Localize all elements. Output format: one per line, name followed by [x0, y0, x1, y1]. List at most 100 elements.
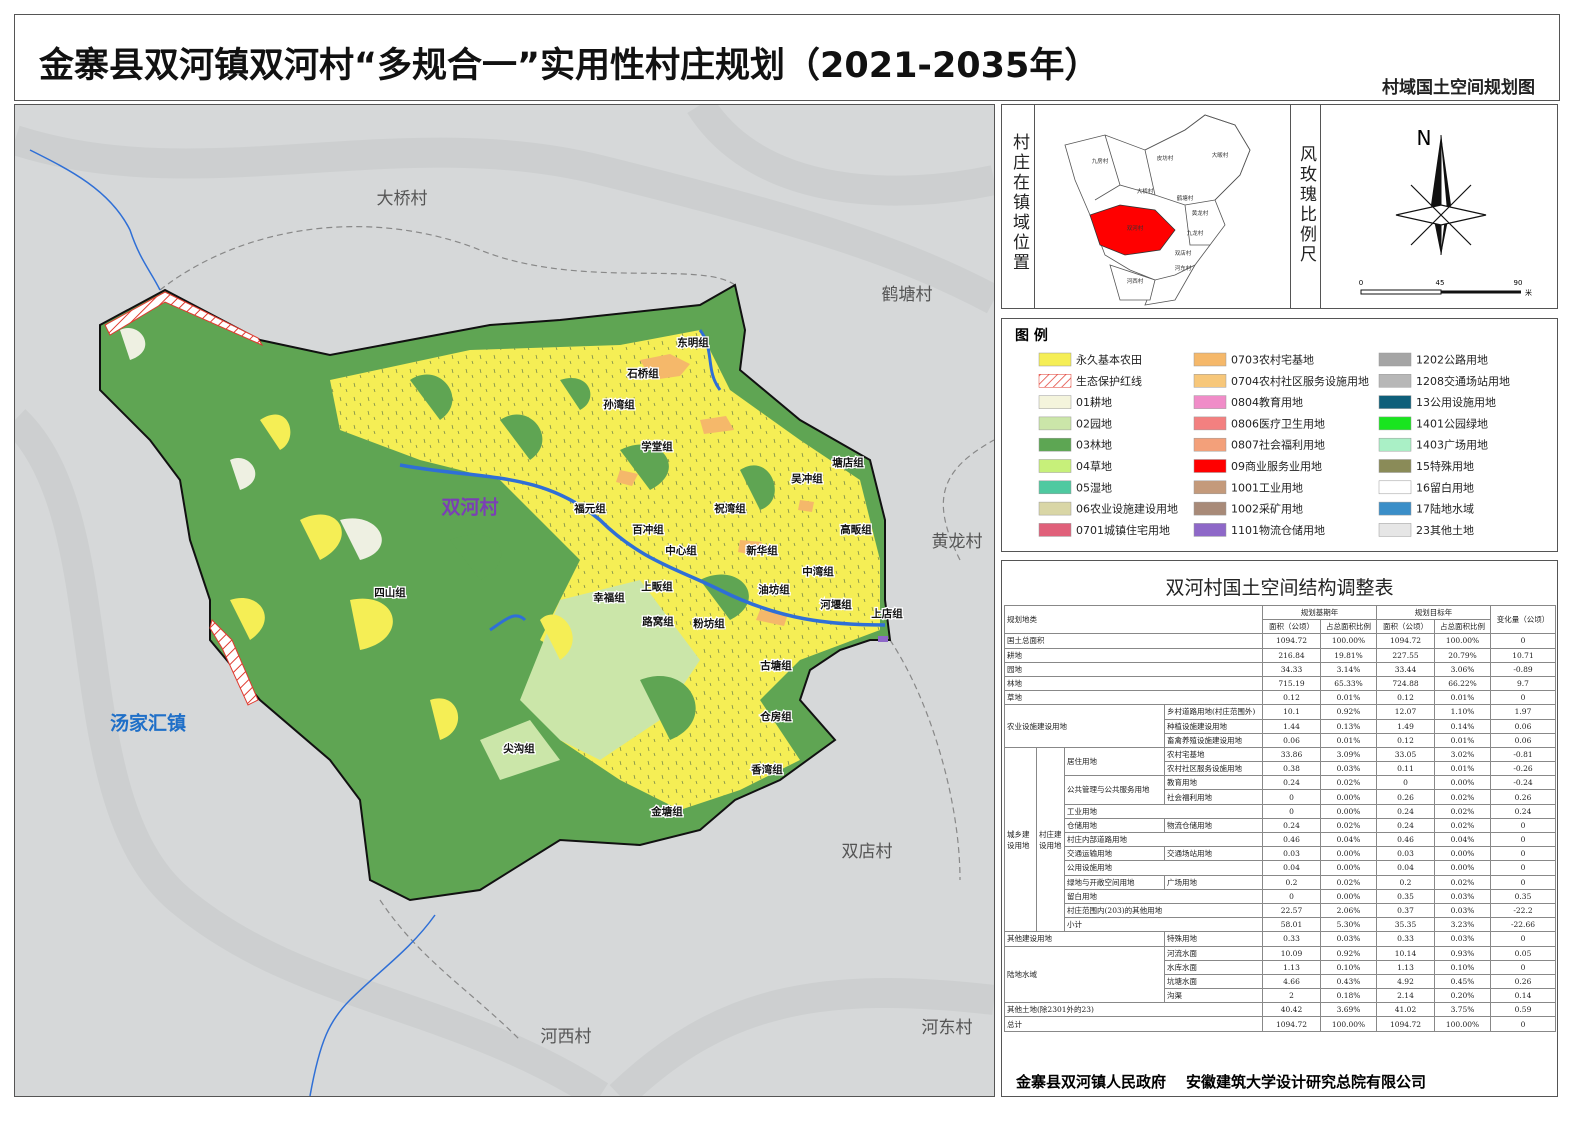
value-cell: 0.02% — [1320, 775, 1377, 791]
table-row: 种植设施建设用地 1.44 0.13% 1.49 0.14% 0.06 — [1005, 718, 1556, 734]
category-cell: 水库水面 — [1164, 959, 1263, 975]
header: 金寨县双河镇双河村“多规合一”实用性村庄规划（2021-2035年） 村域国土空… — [14, 14, 1560, 101]
category-cell: 总计 — [1004, 1016, 1263, 1032]
legend-label: 生态保护红线 — [1076, 374, 1142, 388]
value-cell: 34.33 — [1262, 661, 1321, 677]
category-cell: 社会福利用地 — [1164, 789, 1263, 805]
category-cell: 教育用地 — [1164, 775, 1263, 791]
value-cell: 0.01% — [1434, 761, 1491, 777]
value-cell: 0.00% — [1434, 860, 1491, 876]
category-cell: 坑塘水面 — [1164, 973, 1263, 990]
group-label: 中湾组 — [802, 565, 834, 578]
category-cell: 村庄范围内(203)的其他用地 — [1064, 902, 1263, 919]
subtitle: 村域国土空间规划图 — [1382, 78, 1535, 98]
table-row: 留白用地 0 0.00% 0.35 0.03% 0.35 — [1005, 888, 1556, 904]
value-cell: 58.01 — [1262, 917, 1321, 933]
village-main-label: 双河村 — [441, 496, 498, 519]
legend-label: 03林地 — [1076, 438, 1112, 452]
value-cell: 1094.72 — [1262, 633, 1321, 649]
legend-swatch — [1193, 480, 1227, 495]
value-cell: 0.24 — [1376, 803, 1435, 819]
legend-label: 0703农村宅基地 — [1231, 353, 1314, 367]
footer: 金寨县双河镇人民政府 安徽建筑大学设计研究总院有限公司 — [1016, 1071, 1426, 1092]
value-cell: 0 — [1262, 888, 1321, 904]
value-cell: 3.23% — [1434, 917, 1491, 933]
value-cell: 0.03 — [1262, 846, 1321, 862]
map-panel: 大桥村 鹤塘村 黄龙村 双店村 河东村 河西村 汤家汇镇 双河村 东明组 石桥组 孙湾组 学堂组 塘店组… — [14, 104, 995, 1097]
legend-label: 0807社会福利用地 — [1231, 438, 1325, 452]
legend-label: 1208交通场站用地 — [1416, 374, 1510, 388]
group-label: 油坊组 — [758, 583, 790, 596]
locator-label: 大桥村 — [1137, 187, 1154, 195]
value-cell: 1.44 — [1262, 718, 1321, 734]
value-cell: 100.00% — [1434, 1016, 1491, 1032]
value-cell: 0.00% — [1320, 803, 1377, 819]
village-label: 鹤塘村 — [882, 285, 933, 305]
legend-label: 1403广场用地 — [1416, 438, 1488, 452]
table-row: 小计 58.01 5.30% 35.35 3.23% -22.66 — [1005, 917, 1556, 933]
value-cell: 0.26 — [1490, 789, 1556, 805]
value-cell: 33.05 — [1376, 746, 1435, 763]
compass-title: 风玫瑰比例尺 — [1296, 145, 1316, 265]
value-cell: 3.75% — [1434, 1002, 1491, 1018]
value-cell: 0.04% — [1320, 831, 1377, 848]
value-cell: 0.05 — [1490, 945, 1556, 961]
value-cell: 0.02% — [1434, 803, 1491, 819]
group-label: 仓房组 — [759, 710, 792, 723]
table-row: 农业设施建设用地 乡村道路用地(村庄范围外) 10.1 0.92% 12.07 1.10%… — [1004, 704, 1556, 748]
north-label: N — [1417, 126, 1432, 150]
legend-label: 01耕地 — [1076, 395, 1112, 409]
value-cell: 33.86 — [1262, 746, 1321, 763]
table-row: 村庄范围内(203)的其他用地 22.57 2.06% 0.37 0.03% -22.2 — [1005, 902, 1556, 919]
legend-swatch — [1038, 480, 1072, 495]
header-cell: 占总面积比例 — [1434, 619, 1491, 635]
value-cell: 0 — [1490, 846, 1556, 862]
category-cell: 特殊用地 — [1164, 931, 1263, 947]
value-cell: 0.13% — [1320, 718, 1377, 734]
value-cell: 33.44 — [1376, 661, 1435, 677]
table-row: 园地 34.33 3.14% 33.44 3.06% -0.89 — [1004, 661, 1556, 677]
category-cell: 绿地与开敞空间用地 — [1064, 874, 1165, 890]
group-label: 上店组 — [871, 607, 903, 620]
value-cell: 1094.72 — [1376, 1016, 1435, 1032]
locator-label: 河东村 — [1175, 264, 1192, 272]
value-cell: 10.1 — [1262, 704, 1321, 720]
scale-unit: 米 — [1525, 288, 1532, 297]
scale-label: 45 — [1436, 279, 1445, 287]
category-cell: 公用设施用地 — [1064, 860, 1263, 876]
scale-label: 90 — [1514, 279, 1523, 287]
category-cell: 小计 — [1064, 917, 1263, 933]
legend-swatch — [1378, 395, 1412, 409]
value-cell: 0.06 — [1262, 732, 1321, 748]
legend-label: 09商业服务业用地 — [1231, 459, 1322, 473]
legend-label: 0701城镇住宅用地 — [1076, 523, 1170, 537]
category-cell: 工业用地 — [1064, 803, 1263, 819]
group-label: 福元组 — [573, 502, 606, 515]
legend-label: 1001工业用地 — [1231, 481, 1303, 494]
category-cell: 物流仓储用地 — [1164, 817, 1263, 834]
value-cell: 2 — [1262, 988, 1321, 1004]
legend-swatch — [1193, 352, 1227, 367]
header-cell: 占总面积比例 — [1320, 619, 1377, 635]
value-cell: 4.66 — [1262, 973, 1321, 990]
category-cell: 村庄内部道路用地 — [1064, 831, 1263, 848]
legend-label: 16留白用地 — [1416, 480, 1474, 494]
table-row: 村庄内部道路用地 0.46 0.04% 0.46 0.04% 0 — [1005, 831, 1556, 848]
value-cell: 10.09 — [1262, 945, 1321, 961]
category-cell: 农村宅基地 — [1164, 746, 1263, 763]
locator-title: 村庄在镇域位置 — [1009, 133, 1029, 273]
locator-label: 黄龙村 — [1192, 209, 1209, 217]
table-row: 仓储用地 物流仓储用地 0.24 0.02% 0.24 0.02% 0 — [1005, 817, 1556, 834]
locator-label: 双店村 — [1175, 249, 1192, 257]
value-cell: 0.37 — [1376, 902, 1435, 919]
value-cell: 0.59 — [1490, 1002, 1556, 1018]
group-label: 东明组 — [677, 336, 709, 349]
value-cell: 0.24 — [1262, 817, 1321, 834]
group-label: 路窝组 — [642, 615, 674, 628]
value-cell: 715.19 — [1262, 675, 1321, 692]
legend-label: 1002采矿用地 — [1231, 503, 1303, 516]
header-cell: 规划目标年 — [1376, 604, 1491, 621]
value-cell: 0.00% — [1320, 888, 1377, 904]
footer-government: 金寨县双河镇人民政府 — [1016, 1073, 1167, 1091]
